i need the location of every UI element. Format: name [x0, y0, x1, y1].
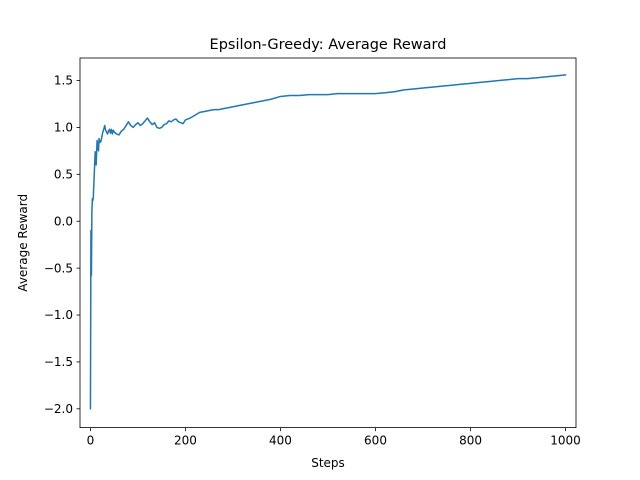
- y-tick-label: 0.5: [54, 168, 73, 182]
- chart-title: Epsilon-Greedy: Average Reward: [210, 37, 447, 53]
- x-tick-label: 400: [269, 434, 292, 448]
- series-line-0: [89, 74, 567, 410]
- y-tick-label: 1.5: [54, 74, 73, 88]
- y-tick-label: 0.0: [54, 214, 73, 228]
- x-tick-label: 800: [459, 434, 482, 448]
- x-axis-ticks: 0 200 400 600 800 1000: [87, 427, 581, 448]
- plot-frame: [79, 57, 577, 429]
- y-axis-label: Average Reward: [16, 194, 30, 292]
- y-tick-label: −0.5: [44, 261, 73, 275]
- x-tick-label: 0: [87, 434, 95, 448]
- x-tick-label: 600: [364, 434, 387, 448]
- y-tick-label: 1.0: [54, 121, 73, 135]
- plot-lines: [89, 74, 567, 410]
- y-tick-label: −2.0: [44, 402, 73, 416]
- y-axis-ticks: −2.0 −1.5 −1.0 −0.5 0.0 0.5 1.0 1.5: [44, 74, 80, 416]
- x-tick-label: 1000: [550, 434, 581, 448]
- x-tick-label: 200: [174, 434, 197, 448]
- y-tick-label: −1.5: [44, 355, 73, 369]
- y-tick-label: −1.0: [44, 308, 73, 322]
- x-axis-label: Steps: [311, 456, 345, 470]
